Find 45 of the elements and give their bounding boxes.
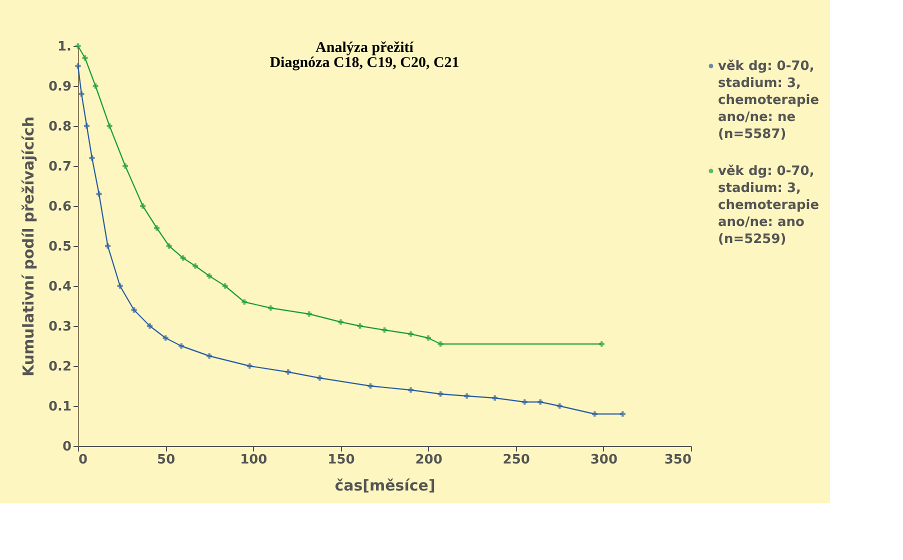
point [620, 411, 626, 417]
point [268, 305, 274, 311]
y-tick-label: 0.6 [48, 200, 72, 214]
point [122, 163, 128, 169]
point [306, 311, 312, 317]
x-tick-label: 200 [415, 452, 442, 468]
y-tick-label: 0 [62, 440, 72, 454]
y-tick-label: 0.9 [48, 80, 72, 94]
point [316, 375, 322, 381]
x-tick-label: 100 [240, 452, 268, 468]
point [285, 369, 291, 375]
point [592, 411, 598, 417]
x-tick-label: 50 [157, 452, 176, 468]
x-tick-label: 300 [590, 452, 618, 468]
point [492, 395, 498, 401]
y-tick-label: 0.4 [48, 280, 72, 294]
point [598, 341, 604, 347]
x-tick-label: 350 [664, 452, 692, 468]
legend-label: věk dg: 0-70, stadium: 3, chemoterapie ano/ne: ano (n=5259) [718, 164, 820, 247]
y-axis-title: Kumulativní podíl přežívajících [19, 116, 38, 376]
x-tick-label: 250 [502, 452, 530, 468]
point [408, 387, 414, 393]
y-tick-label: 0.2 [48, 360, 72, 374]
x-axis-title: čas[měsíce] [334, 476, 436, 494]
point [408, 331, 414, 337]
point [426, 335, 432, 341]
point [105, 243, 111, 249]
text: Diagnóza C18, C19, C20, C21 [270, 55, 460, 71]
legend-label: věk dg: 0-70, stadium: 3, chemoterapie ano/ne: ne (n=5587) [718, 59, 820, 142]
point [178, 343, 184, 349]
point [464, 393, 470, 399]
chart-title: Analýza přežití [316, 40, 414, 56]
point [154, 225, 160, 231]
y-tick-label: 0.3 [48, 320, 72, 334]
point [147, 323, 153, 329]
x-tick-label: 150 [328, 452, 355, 468]
y-tick-label: 1. [58, 40, 72, 54]
point [338, 319, 344, 325]
point [140, 203, 146, 209]
y-tick-label: 0.1 [48, 400, 72, 414]
point [84, 123, 90, 129]
y-tick-label: 0.8 [48, 120, 72, 134]
y-tick-label: 0.5 [48, 240, 72, 254]
x-tick-label: 0 [78, 452, 88, 468]
y-tick-label: 0.7 [48, 160, 72, 174]
